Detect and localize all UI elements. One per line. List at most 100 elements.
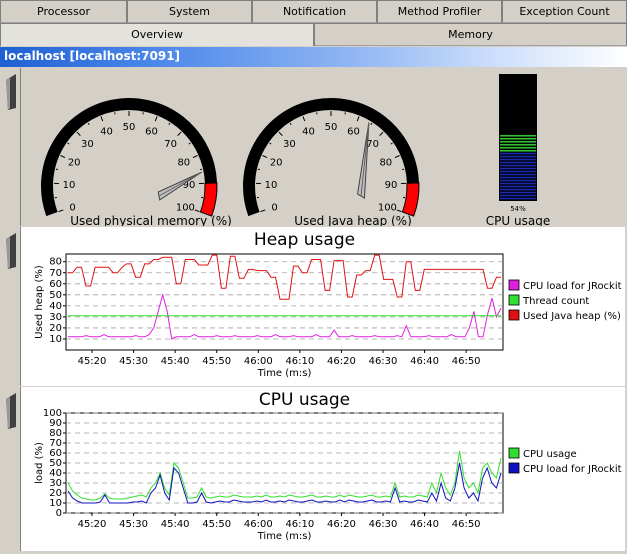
gauge-tick [77, 132, 80, 136]
legend-label: Thread count [522, 296, 589, 307]
gauge-tick [270, 143, 272, 144]
legend-label: Used Java heap (%) [523, 311, 621, 322]
panel-handle-gauges[interactable] [1, 68, 21, 226]
x-tick-label: 46:30 [369, 356, 398, 367]
gauge-tick-label: 80 [379, 158, 392, 169]
x-tick-label: 46:50 [452, 356, 481, 367]
y-tick-label: 10 [49, 334, 62, 345]
tab-memory[interactable]: Memory [314, 23, 627, 46]
gauge-tick [261, 210, 266, 212]
gauge-tick-label: 100 [176, 203, 195, 214]
y-tick-label: 50 [49, 458, 62, 469]
gauge-tick-label: 100 [378, 203, 397, 214]
tab-exception-count[interactable]: Exception Count [502, 0, 627, 23]
legend-swatch [509, 295, 519, 305]
gauge-tick [68, 143, 70, 144]
panel-handle-cpu[interactable] [1, 387, 21, 551]
legend-label: CPU load for JRockit [523, 281, 622, 292]
physical-memory-label: Used physical memory (%) [70, 214, 232, 226]
cpu-bar-segment [500, 138, 536, 140]
gauge-tick [397, 210, 402, 212]
y-tick-label: 20 [49, 323, 62, 334]
x-axis-label: Time (m:s) [257, 531, 312, 542]
cpu-bar-segment [500, 192, 536, 194]
x-tick-label: 45:20 [78, 356, 107, 367]
gauge-tick-label: 10 [265, 180, 278, 191]
cpu-bar-segment [500, 198, 536, 200]
y-tick-label: 20 [49, 488, 62, 499]
gauge-tick [391, 143, 393, 144]
x-tick-label: 45:50 [202, 519, 231, 530]
cpu-bar-segment [500, 174, 536, 176]
cpu-bar-segment [500, 189, 536, 191]
gauge-tick [303, 116, 305, 121]
grip-icon [4, 233, 18, 269]
cpu-usage-bar [499, 74, 537, 201]
y-axis-label: load (%) [34, 442, 45, 484]
x-tick-label: 46:00 [244, 356, 273, 367]
tab-overview[interactable]: Overview [0, 23, 314, 46]
tab-system[interactable]: System [127, 0, 252, 23]
tab-method-profiler[interactable]: Method Profiler [377, 0, 502, 23]
x-tick-label: 46:20 [327, 519, 356, 530]
gauge-redzone [206, 183, 211, 214]
gauge-tick-label: 10 [63, 180, 76, 191]
y-tick-label: 100 [43, 408, 62, 419]
cpu-bar-segment [500, 186, 536, 188]
x-tick-label: 45:30 [119, 519, 148, 530]
gauge-tick-label: 60 [145, 126, 158, 137]
x-tick-label: 46:00 [244, 519, 273, 530]
tab-row-top: Processor System Notification Method Pro… [0, 0, 627, 23]
cpu-bar-segment [500, 153, 536, 155]
gauge-tick [279, 132, 282, 136]
legend-swatch [509, 463, 519, 473]
tab-notification[interactable]: Notification [252, 0, 377, 23]
gauge-tick [155, 116, 157, 121]
x-tick-label: 46:40 [410, 356, 439, 367]
y-tick-label: 70 [49, 438, 62, 449]
cpu-bar-segment [500, 159, 536, 161]
gauge-tick [169, 123, 170, 125]
legend-label: CPU usage [523, 449, 577, 460]
x-axis-label: Time (m:s) [257, 368, 312, 379]
x-tick-label: 46:40 [410, 519, 439, 530]
x-tick-label: 45:40 [161, 519, 190, 530]
cpu-bar-segment [500, 144, 536, 146]
java-heap-label: Used Java heap (%) [294, 214, 412, 226]
x-tick-label: 46:30 [369, 519, 398, 530]
y-tick-label: 0 [56, 508, 62, 519]
cpu-bar-segment [500, 135, 536, 137]
gauge-tick [60, 155, 65, 157]
cpu-bar-segment [500, 180, 536, 182]
gauge-tick-label: 0 [271, 203, 277, 214]
tab-processor[interactable]: Processor [0, 0, 127, 23]
x-tick-label: 45:50 [202, 356, 231, 367]
y-tick-label: 80 [49, 257, 62, 268]
gauge-tick [88, 123, 89, 125]
chart-title: CPU usage [259, 390, 350, 410]
gauge-tick [371, 123, 372, 125]
x-tick-label: 46:20 [327, 356, 356, 367]
x-tick-label: 46:10 [285, 356, 314, 367]
cpu-bar-segment [500, 150, 536, 152]
legend-swatch [509, 310, 519, 320]
gauge-tick [59, 210, 64, 212]
y-tick-label: 60 [49, 448, 62, 459]
panel-handle-heap[interactable] [1, 227, 21, 386]
gauge-tick-label: 30 [81, 139, 94, 150]
y-tick-label: 50 [49, 290, 62, 301]
gauge-tick [195, 210, 200, 212]
y-tick-label: 40 [49, 301, 62, 312]
y-tick-label: 60 [49, 279, 62, 290]
gauge-tick-label: 60 [347, 126, 360, 137]
gauge-tick-label: 20 [270, 158, 283, 169]
plot-area [66, 254, 503, 350]
